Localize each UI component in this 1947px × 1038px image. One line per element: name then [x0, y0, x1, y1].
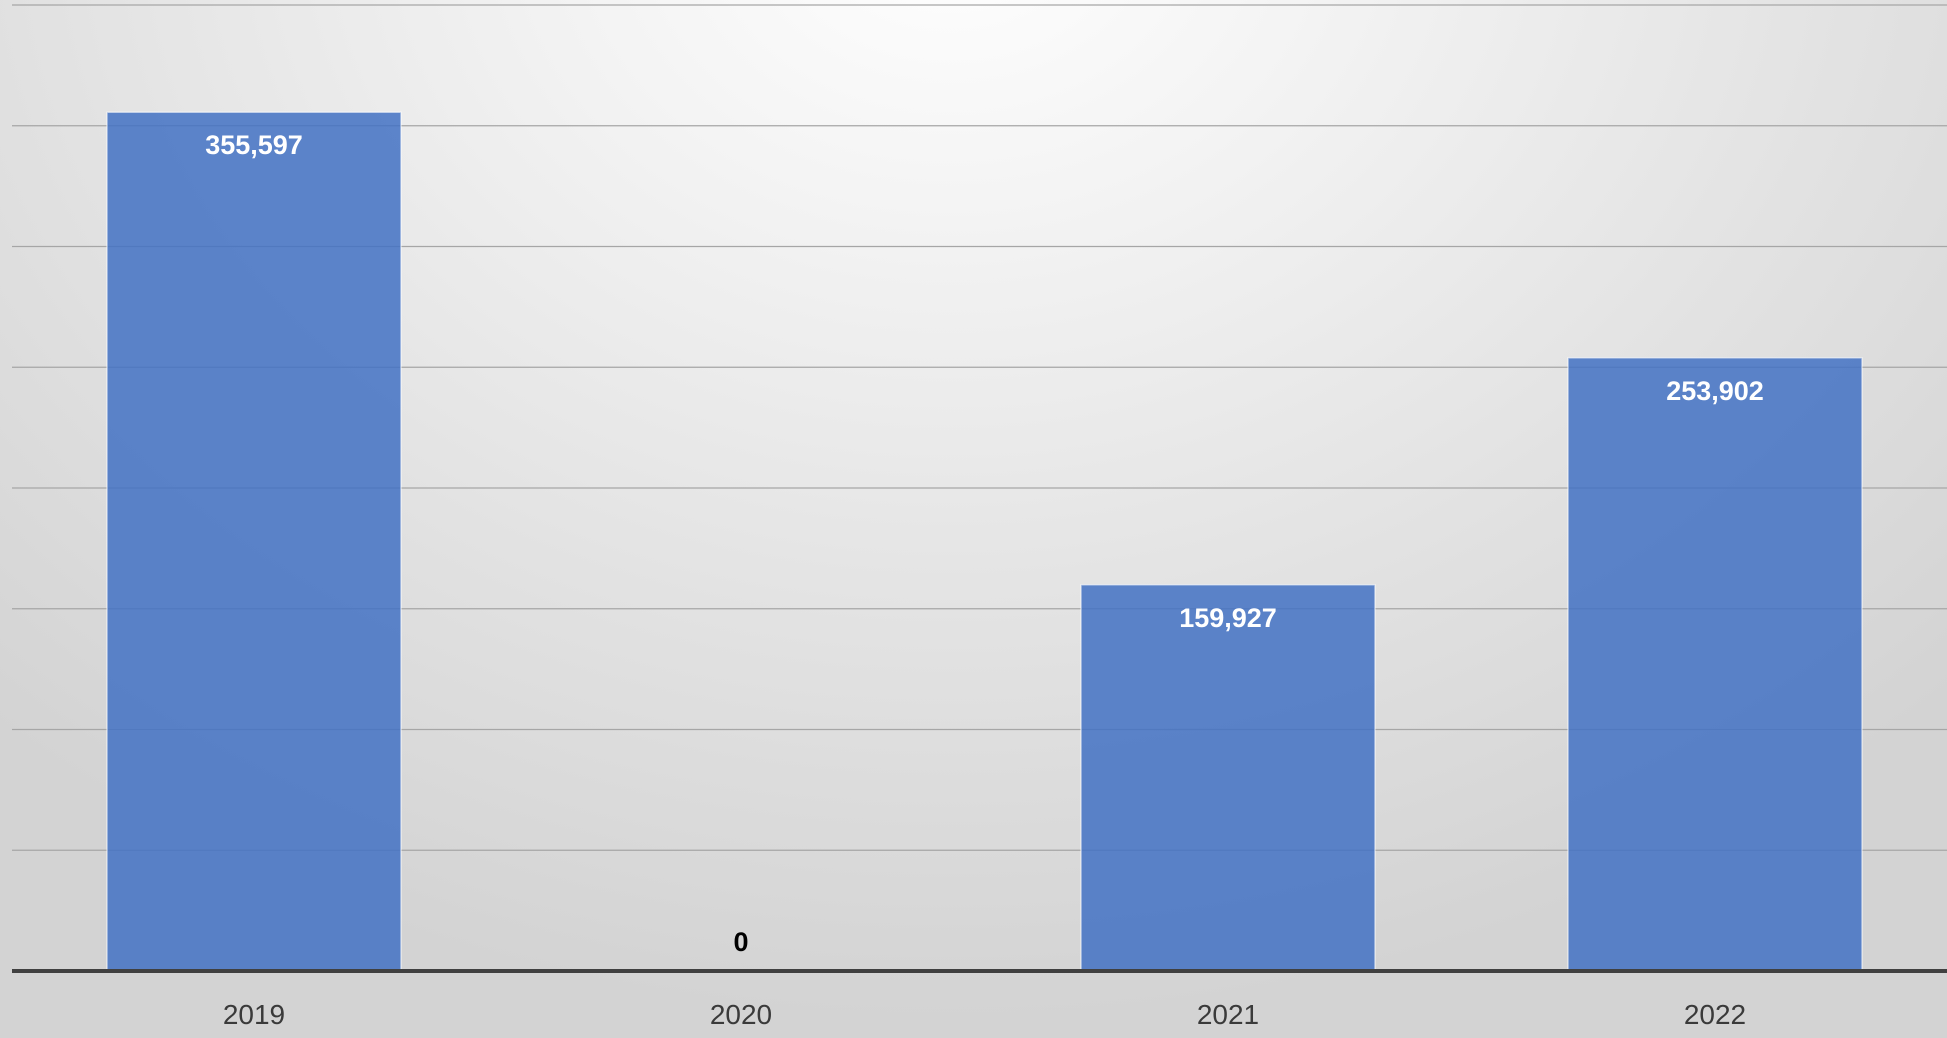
data-label-2020: 0	[733, 927, 748, 957]
data-labels: 355,597 0 159,927 253,902	[205, 130, 1764, 957]
data-label-2022: 253,902	[1666, 376, 1764, 406]
x-tick-label-2021: 2021	[1197, 999, 1259, 1030]
bar-2019	[106, 111, 402, 972]
data-label-2019: 355,597	[205, 130, 303, 160]
x-tick-label-2019: 2019	[223, 999, 285, 1030]
x-tick-label-2020: 2020	[710, 999, 772, 1030]
bar-2022	[1567, 357, 1863, 972]
x-tick-label-2022: 2022	[1684, 999, 1746, 1030]
bars	[106, 111, 1863, 972]
bar-2021	[1080, 584, 1376, 972]
x-axis-tick-labels: 2019 2020 2021 2022	[223, 999, 1746, 1030]
data-label-2021: 159,927	[1179, 603, 1277, 633]
